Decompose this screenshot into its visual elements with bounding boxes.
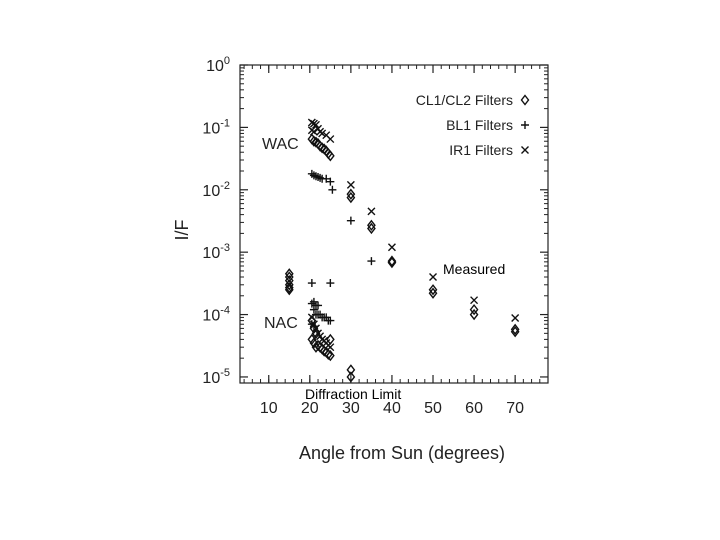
diamond-data-point bbox=[367, 222, 376, 235]
plus-data-point bbox=[326, 316, 335, 325]
plus-data-point bbox=[309, 305, 318, 314]
x-tick-label: 70 bbox=[506, 400, 524, 417]
legend-cross-marker bbox=[521, 146, 529, 154]
plus-data-point bbox=[326, 177, 335, 186]
cross-data-point bbox=[318, 129, 327, 138]
diamond-data-point bbox=[469, 308, 479, 321]
legend-label: BL1 Filters bbox=[446, 117, 513, 133]
y-tick-label: 10-3 bbox=[202, 242, 230, 262]
cross-data-point bbox=[309, 127, 318, 136]
legend: CL1/CL2 Filters BL1 Filters IR1 Filters bbox=[416, 92, 530, 158]
plus-data-point bbox=[322, 174, 331, 183]
x-tick-label: 50 bbox=[424, 400, 442, 417]
diamond-data-point bbox=[317, 142, 327, 154]
axis-labels: WAC NAC Angle from Sun (degrees) I/F bbox=[172, 136, 505, 463]
diamond-data-point bbox=[346, 371, 356, 383]
cross-data-point bbox=[346, 180, 355, 189]
plus-data-point bbox=[307, 279, 316, 288]
plus-data-point bbox=[367, 257, 376, 266]
cross-data-point bbox=[511, 314, 520, 323]
diamond-data-point bbox=[346, 191, 356, 204]
diamond-data-point bbox=[428, 287, 438, 299]
cross-data-point bbox=[367, 207, 376, 216]
cross-data-point bbox=[326, 343, 335, 352]
cross-data-point bbox=[326, 135, 335, 144]
plot-axes bbox=[239, 64, 549, 384]
diamond-data-point bbox=[387, 255, 397, 267]
y-tick-label: 10-4 bbox=[202, 305, 230, 325]
legend-diamond-marker bbox=[520, 94, 530, 106]
plus-data-point bbox=[309, 297, 318, 306]
diamond-data-point bbox=[325, 349, 335, 362]
y-axis-label: I/F bbox=[172, 219, 192, 240]
diffraction-limit-label: Diffraction Limit bbox=[303, 386, 404, 402]
legend-label: IR1 Filters bbox=[449, 142, 513, 158]
diamond-data-point bbox=[510, 326, 520, 338]
y-tick-label: 10-5 bbox=[202, 367, 230, 387]
nac-annotation: NAC bbox=[264, 315, 298, 332]
diamond-data-point bbox=[428, 284, 438, 296]
x-tick-label: 40 bbox=[383, 400, 401, 417]
cross-data-point bbox=[311, 120, 320, 129]
diamond-data-point bbox=[323, 348, 333, 361]
x-tick-label: 30 bbox=[342, 400, 360, 417]
diamond-data-point bbox=[284, 268, 294, 280]
diamond-data-point bbox=[325, 150, 335, 162]
y-tick-label: 10-2 bbox=[202, 180, 230, 200]
diamond-data-point bbox=[346, 188, 356, 200]
diamond-data-point bbox=[311, 327, 321, 339]
diamond-data-point bbox=[311, 136, 321, 148]
x-tick-label: 60 bbox=[465, 400, 483, 417]
diamond-data-point bbox=[284, 282, 294, 294]
cross-data-point bbox=[311, 324, 320, 333]
diamond-data-point bbox=[284, 284, 294, 296]
plus-data-point bbox=[326, 279, 335, 288]
legend-label: CL1/CL2 Filters bbox=[416, 92, 513, 108]
axis-ticks: 10 20 30 40 50 60 70 10-5 10-4 10-3 10-2 10-1 100 bbox=[202, 55, 548, 417]
y-tick-label: 100 bbox=[206, 55, 230, 75]
diamond-data-point bbox=[309, 135, 319, 147]
diamond-data-point bbox=[284, 271, 294, 283]
y-tick-label: 10-1 bbox=[202, 117, 230, 137]
diamond-data-point bbox=[284, 279, 294, 291]
measured-label: Measured bbox=[441, 261, 508, 277]
x-axis-label: Angle from Sun (degrees) bbox=[299, 443, 505, 463]
diamond-data-point bbox=[319, 345, 329, 357]
wac-annotation: WAC bbox=[262, 136, 299, 153]
diamond-data-point bbox=[510, 323, 520, 335]
plot-frame bbox=[239, 64, 549, 384]
plus-data-point bbox=[346, 216, 355, 225]
diamond-data-point bbox=[367, 219, 376, 231]
diamond-data-point bbox=[346, 364, 356, 376]
cross-data-point bbox=[429, 273, 438, 281]
diamond-data-point bbox=[309, 337, 319, 349]
diamond-data-point bbox=[387, 256, 397, 269]
legend-plus-marker bbox=[521, 121, 529, 129]
plus-data-point bbox=[328, 185, 337, 194]
x-tick-label: 20 bbox=[301, 400, 319, 417]
data-points bbox=[284, 118, 520, 383]
cross-data-point bbox=[387, 243, 396, 252]
diamond-data-point bbox=[469, 303, 479, 316]
plus-data-point bbox=[307, 299, 316, 308]
plus-data-point bbox=[314, 301, 323, 310]
cross-data-point bbox=[307, 313, 316, 322]
cross-data-point bbox=[470, 296, 479, 305]
x-tick-label: 10 bbox=[260, 400, 278, 417]
cross-data-point bbox=[309, 320, 318, 329]
